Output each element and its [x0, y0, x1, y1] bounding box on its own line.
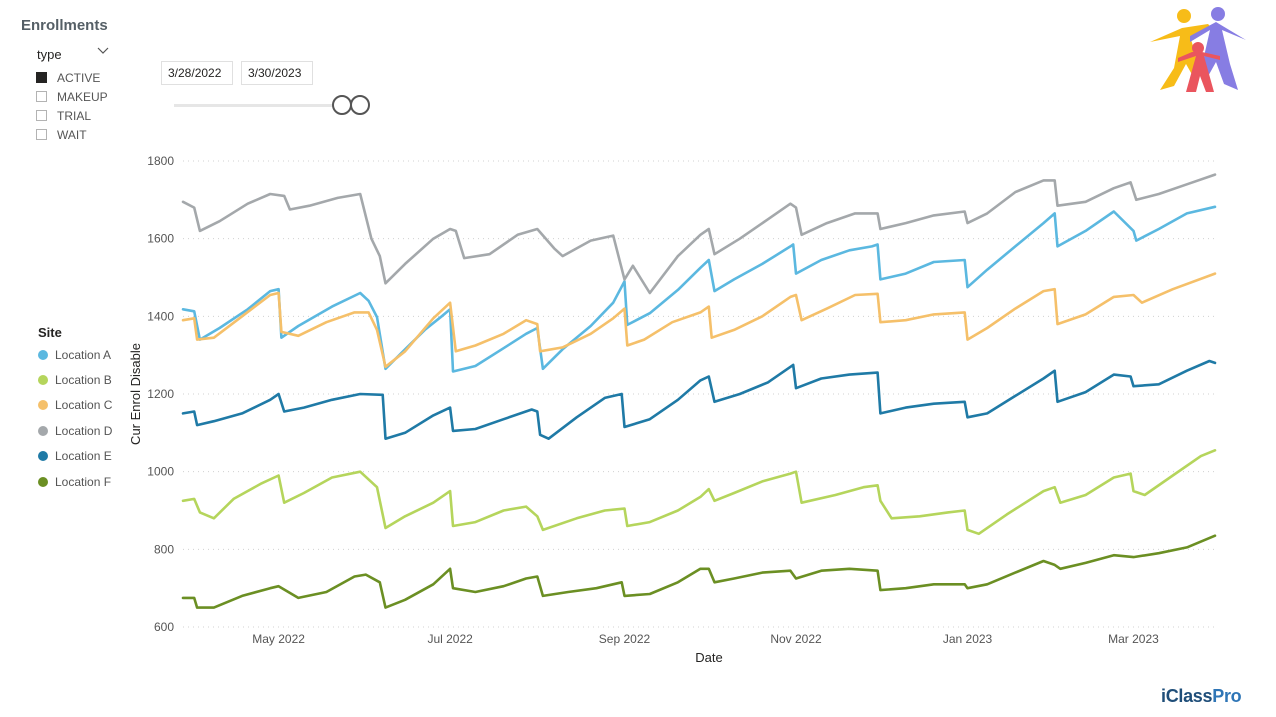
x-tick-label: Sep 2022 — [599, 632, 651, 646]
series-line-location-a — [181, 205, 1217, 373]
legend-title: Site — [38, 325, 62, 340]
y-axis-title: Cur Enrol Disable — [128, 343, 143, 445]
legend-dot-icon — [38, 375, 48, 386]
legend-item[interactable]: Location E — [38, 444, 112, 469]
legend-item[interactable]: Location F — [38, 469, 112, 494]
y-tick-label: 1600 — [147, 232, 174, 246]
start-date-input[interactable]: 3/28/2022 — [161, 61, 233, 85]
legend-item[interactable]: Location A — [38, 342, 112, 367]
type-option-label: ACTIVE — [57, 70, 101, 85]
series-line-location-d — [181, 173, 1217, 295]
type-slicer-options: ACTIVE MAKEUP TRIAL WAIT — [36, 68, 108, 144]
type-option-label: TRIAL — [57, 108, 92, 123]
legend-label: Location A — [55, 347, 112, 362]
y-tick-label: 1400 — [147, 309, 174, 323]
legend-label: Location F — [55, 474, 112, 489]
legend-dot-icon — [38, 400, 48, 411]
x-tick-label: Mar 2023 — [1108, 632, 1159, 646]
x-tick-label: Nov 2022 — [770, 632, 822, 646]
kids-logo-icon — [1150, 7, 1246, 92]
report-title: Enrollments — [21, 17, 108, 34]
end-date-input[interactable]: 3/30/2023 — [241, 61, 313, 85]
checkbox-active[interactable] — [36, 72, 47, 83]
type-option-wait[interactable]: WAIT — [36, 125, 108, 144]
series-line-location-e — [181, 359, 1217, 440]
type-option-makeup[interactable]: MAKEUP — [36, 87, 108, 106]
brand-name-accent: Pro — [1212, 686, 1242, 706]
legend-dot-icon — [38, 349, 48, 360]
x-tick-label: May 2022 — [252, 632, 305, 646]
type-option-active[interactable]: ACTIVE — [36, 68, 108, 87]
type-option-trial[interactable]: TRIAL — [36, 106, 108, 125]
x-tick-label: Jul 2022 — [427, 632, 473, 646]
y-tick-label: 1800 — [147, 154, 174, 168]
iclasspro-brand: iClassPro — [1161, 686, 1242, 707]
y-tick-label: 1000 — [147, 465, 174, 479]
checkbox-trial[interactable] — [36, 110, 47, 121]
checkbox-makeup[interactable] — [36, 91, 47, 102]
x-tick-label: Jan 2023 — [943, 632, 993, 646]
legend-label: Location B — [55, 373, 112, 388]
legend-label: Location D — [55, 423, 113, 438]
type-slicer-label: type — [37, 47, 62, 62]
type-option-label: WAIT — [57, 127, 87, 142]
legend-item[interactable]: Location B — [38, 367, 112, 392]
legend-dot-icon — [38, 451, 48, 462]
date-slider-track[interactable] — [174, 104, 364, 107]
series-line-location-c — [181, 272, 1217, 369]
series-line-location-b — [181, 449, 1217, 536]
brand-name-main: iClass — [1161, 686, 1213, 706]
type-slicer-header[interactable]: type — [37, 47, 110, 62]
type-option-label: MAKEUP — [57, 89, 108, 104]
y-tick-label: 600 — [154, 620, 174, 634]
legend-item[interactable]: Location C — [38, 393, 112, 418]
y-tick-label: 800 — [154, 542, 174, 556]
legend-item[interactable]: Location D — [38, 418, 112, 443]
legend-label: Location C — [55, 398, 113, 413]
chevron-down-icon[interactable] — [96, 44, 110, 58]
legend-label: Location E — [55, 449, 112, 464]
series-line-location-f — [181, 534, 1217, 609]
x-axis-title: Date — [695, 650, 722, 665]
legend-dot-icon — [38, 476, 48, 487]
checkbox-wait[interactable] — [36, 129, 47, 140]
y-tick-label: 1200 — [147, 387, 174, 401]
date-slider-end-handle[interactable] — [350, 95, 370, 115]
legend-dot-icon — [38, 425, 48, 436]
chart-legend: Location A Location B Location C Location D… — [38, 342, 112, 494]
